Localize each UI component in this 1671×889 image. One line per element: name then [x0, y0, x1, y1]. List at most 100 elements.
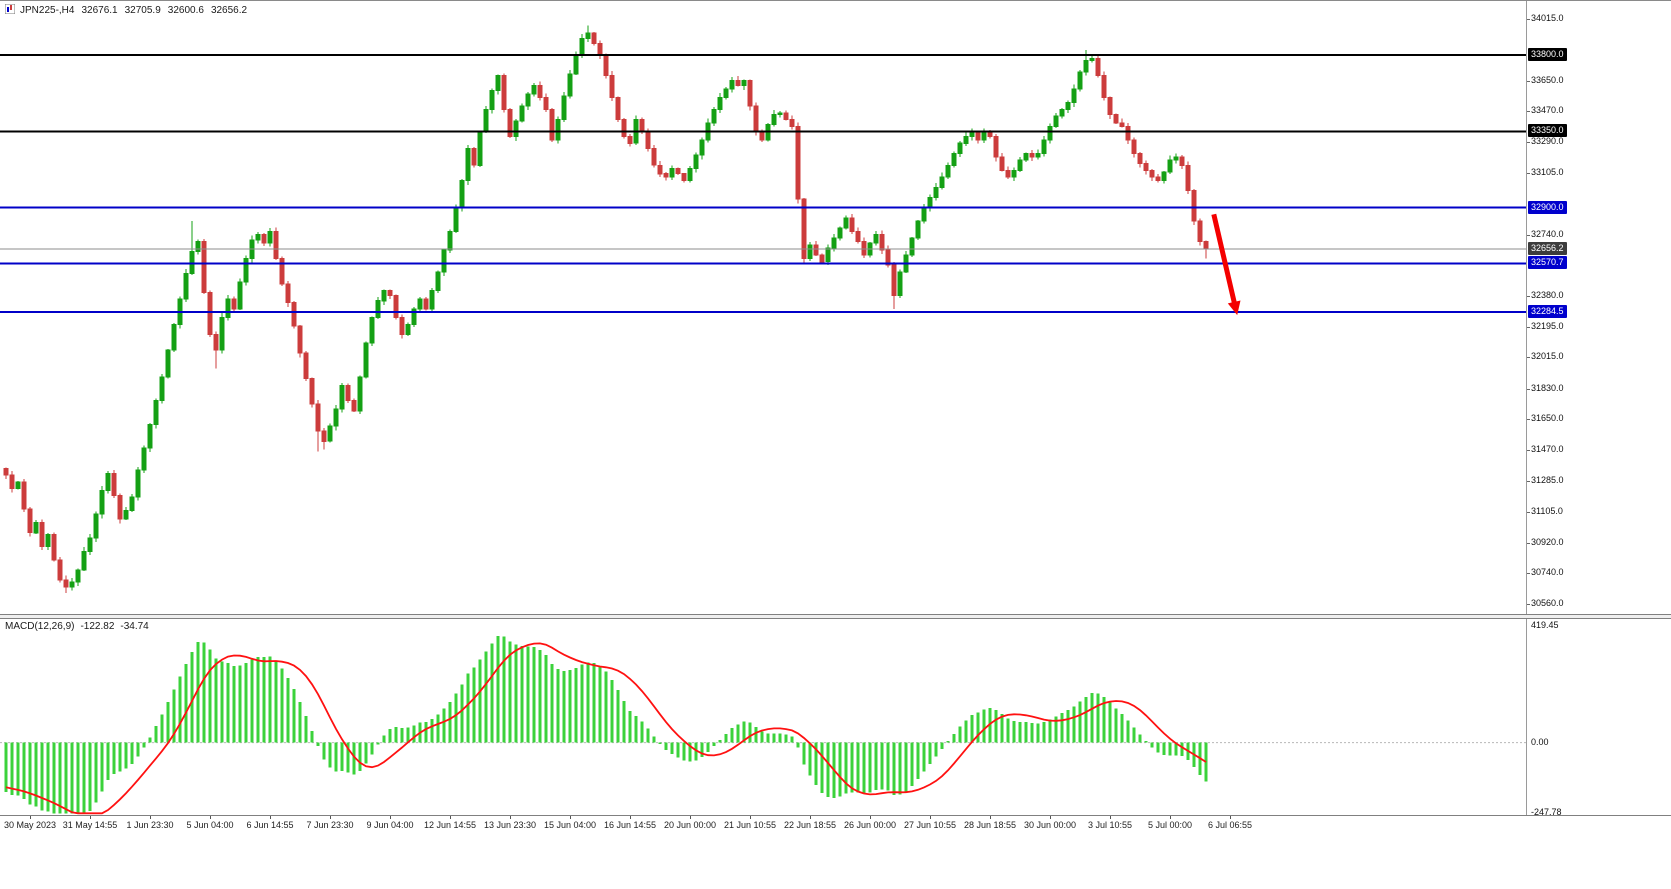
candle-body: [1101, 75, 1107, 98]
candle-body: [1113, 114, 1119, 124]
candle-body: [1107, 97, 1113, 115]
macd-bar: [484, 651, 488, 743]
candle-body: [1023, 152, 1029, 161]
macd-bar: [640, 721, 644, 743]
macd-bar: [1042, 722, 1046, 743]
macd-main-value: -122.82: [80, 621, 115, 632]
macd-bar: [880, 742, 884, 790]
candle-body: [627, 136, 633, 144]
macd-bar: [1180, 742, 1184, 757]
macd-bar: [1006, 718, 1010, 743]
macd-bar: [808, 742, 812, 776]
time-axis-tick: [450, 816, 451, 819]
candle-body: [1173, 156, 1179, 161]
candle-body: [195, 241, 201, 253]
candle-body: [417, 298, 423, 310]
time-axis-tick: [810, 816, 811, 819]
macd-bar: [514, 644, 518, 743]
indicator-name: MACD(12,26,9): [5, 621, 75, 632]
macd-bar: [454, 693, 458, 743]
price-axis-tick: [1527, 357, 1530, 358]
price-axis-label: 32015.0: [1531, 351, 1564, 361]
macd-bar: [364, 742, 368, 764]
candle-body: [1161, 171, 1167, 181]
price-axis-tick: [1527, 573, 1530, 574]
candle-body: [453, 207, 459, 232]
macd-bar: [712, 742, 716, 747]
price-axis-tick: [1527, 327, 1530, 328]
candle-body: [753, 105, 759, 132]
time-axis[interactable]: 30 May 2023 31 May 14:55 1 Jun 23:30 5 Jun …: [0, 815, 1671, 889]
candle-body: [807, 244, 813, 259]
macd-bar: [772, 733, 776, 743]
candle-body: [351, 400, 357, 412]
price-axis-tick: [1527, 481, 1530, 482]
candle-body: [297, 325, 303, 354]
price-axis-label: 31470.0: [1531, 444, 1564, 454]
macd-bar: [706, 742, 710, 752]
trend-arrow-annotation[interactable]: [1211, 213, 1241, 316]
macd-bar: [664, 742, 668, 751]
price-chart-pane[interactable]: [0, 1, 1526, 614]
macd-bar: [1204, 742, 1208, 782]
candle-body: [849, 217, 855, 232]
macd-bar: [88, 742, 92, 812]
price-axis-tick: [1527, 173, 1530, 174]
macd-bar: [220, 661, 224, 743]
macd-bar: [1126, 720, 1130, 743]
candle-body: [159, 376, 165, 402]
macd-bar: [730, 728, 734, 743]
candle-body: [459, 180, 465, 209]
price-axis-tick: [1527, 543, 1530, 544]
macd-bar: [202, 642, 206, 743]
candle-body: [915, 220, 921, 239]
candle-body: [1017, 159, 1023, 171]
price-axis[interactable]: 34015.0 33650.0 33470.0 33290.0 33105.0 32740…: [1526, 1, 1671, 614]
macd-bar: [334, 742, 338, 772]
macd-bar: [1168, 742, 1172, 756]
candle-body: [669, 168, 675, 178]
candle-body: [483, 108, 489, 132]
time-axis-tick: [1170, 816, 1171, 819]
macd-bar: [466, 673, 470, 743]
candle-body: [819, 254, 825, 263]
macd-bar: [544, 654, 548, 743]
macd-bar: [502, 636, 506, 743]
candle-body: [21, 481, 27, 510]
macd-axis-label: -247.78: [1531, 807, 1562, 817]
macd-bar: [394, 727, 398, 743]
candle-body: [225, 298, 231, 319]
time-axis-label: 1 Jun 23:30: [126, 820, 174, 830]
macd-bar: [844, 742, 848, 794]
time-axis-tick: [990, 816, 991, 819]
candle-body: [1131, 139, 1137, 154]
time-axis-label: 7 Jun 23:30: [306, 820, 354, 830]
macd-bar: [304, 716, 308, 743]
macd-indicator-pane[interactable]: [0, 619, 1526, 815]
macd-bar: [748, 722, 752, 743]
macd-bar: [562, 670, 566, 743]
price-axis-tick: [1527, 81, 1530, 82]
candle-body: [105, 473, 111, 491]
macd-bar: [1096, 693, 1100, 743]
candle-body: [1083, 59, 1089, 73]
macd-bar: [550, 663, 554, 743]
price-axis-label: 33290.0: [1531, 136, 1564, 146]
macd-bar: [838, 742, 842, 797]
candle-body: [891, 264, 897, 297]
macd-bar: [376, 742, 380, 745]
macd-bar: [340, 742, 344, 771]
pane-splitter[interactable]: [0, 614, 1671, 619]
macd-bar: [1000, 714, 1004, 743]
candle-body: [783, 112, 789, 121]
macd-bar: [178, 676, 182, 743]
macd-bar: [682, 742, 686, 761]
macd-bar: [1018, 722, 1022, 743]
price-axis-label: 30920.0: [1531, 537, 1564, 547]
candle-body: [99, 489, 105, 515]
candle-body: [939, 176, 945, 188]
candle-body: [1179, 156, 1185, 166]
macd-axis[interactable]: 419.45 0.00 -247.78: [1526, 619, 1671, 817]
candle-body: [219, 317, 225, 351]
candle-body: [15, 481, 21, 490]
